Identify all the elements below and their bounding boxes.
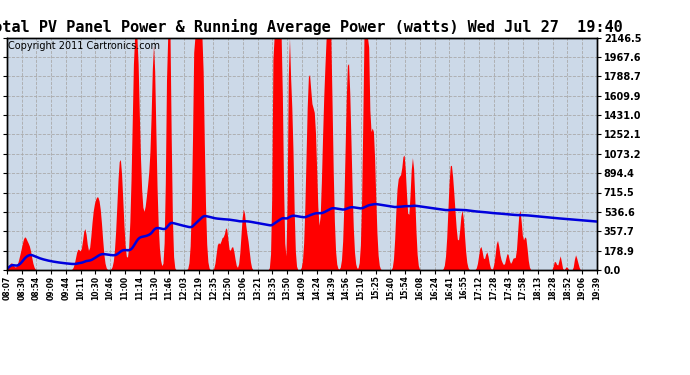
Text: Total PV Panel Power & Running Average Power (watts) Wed Jul 27  19:40: Total PV Panel Power & Running Average P… (0, 19, 623, 35)
Text: Copyright 2011 Cartronics.com: Copyright 2011 Cartronics.com (8, 41, 160, 51)
